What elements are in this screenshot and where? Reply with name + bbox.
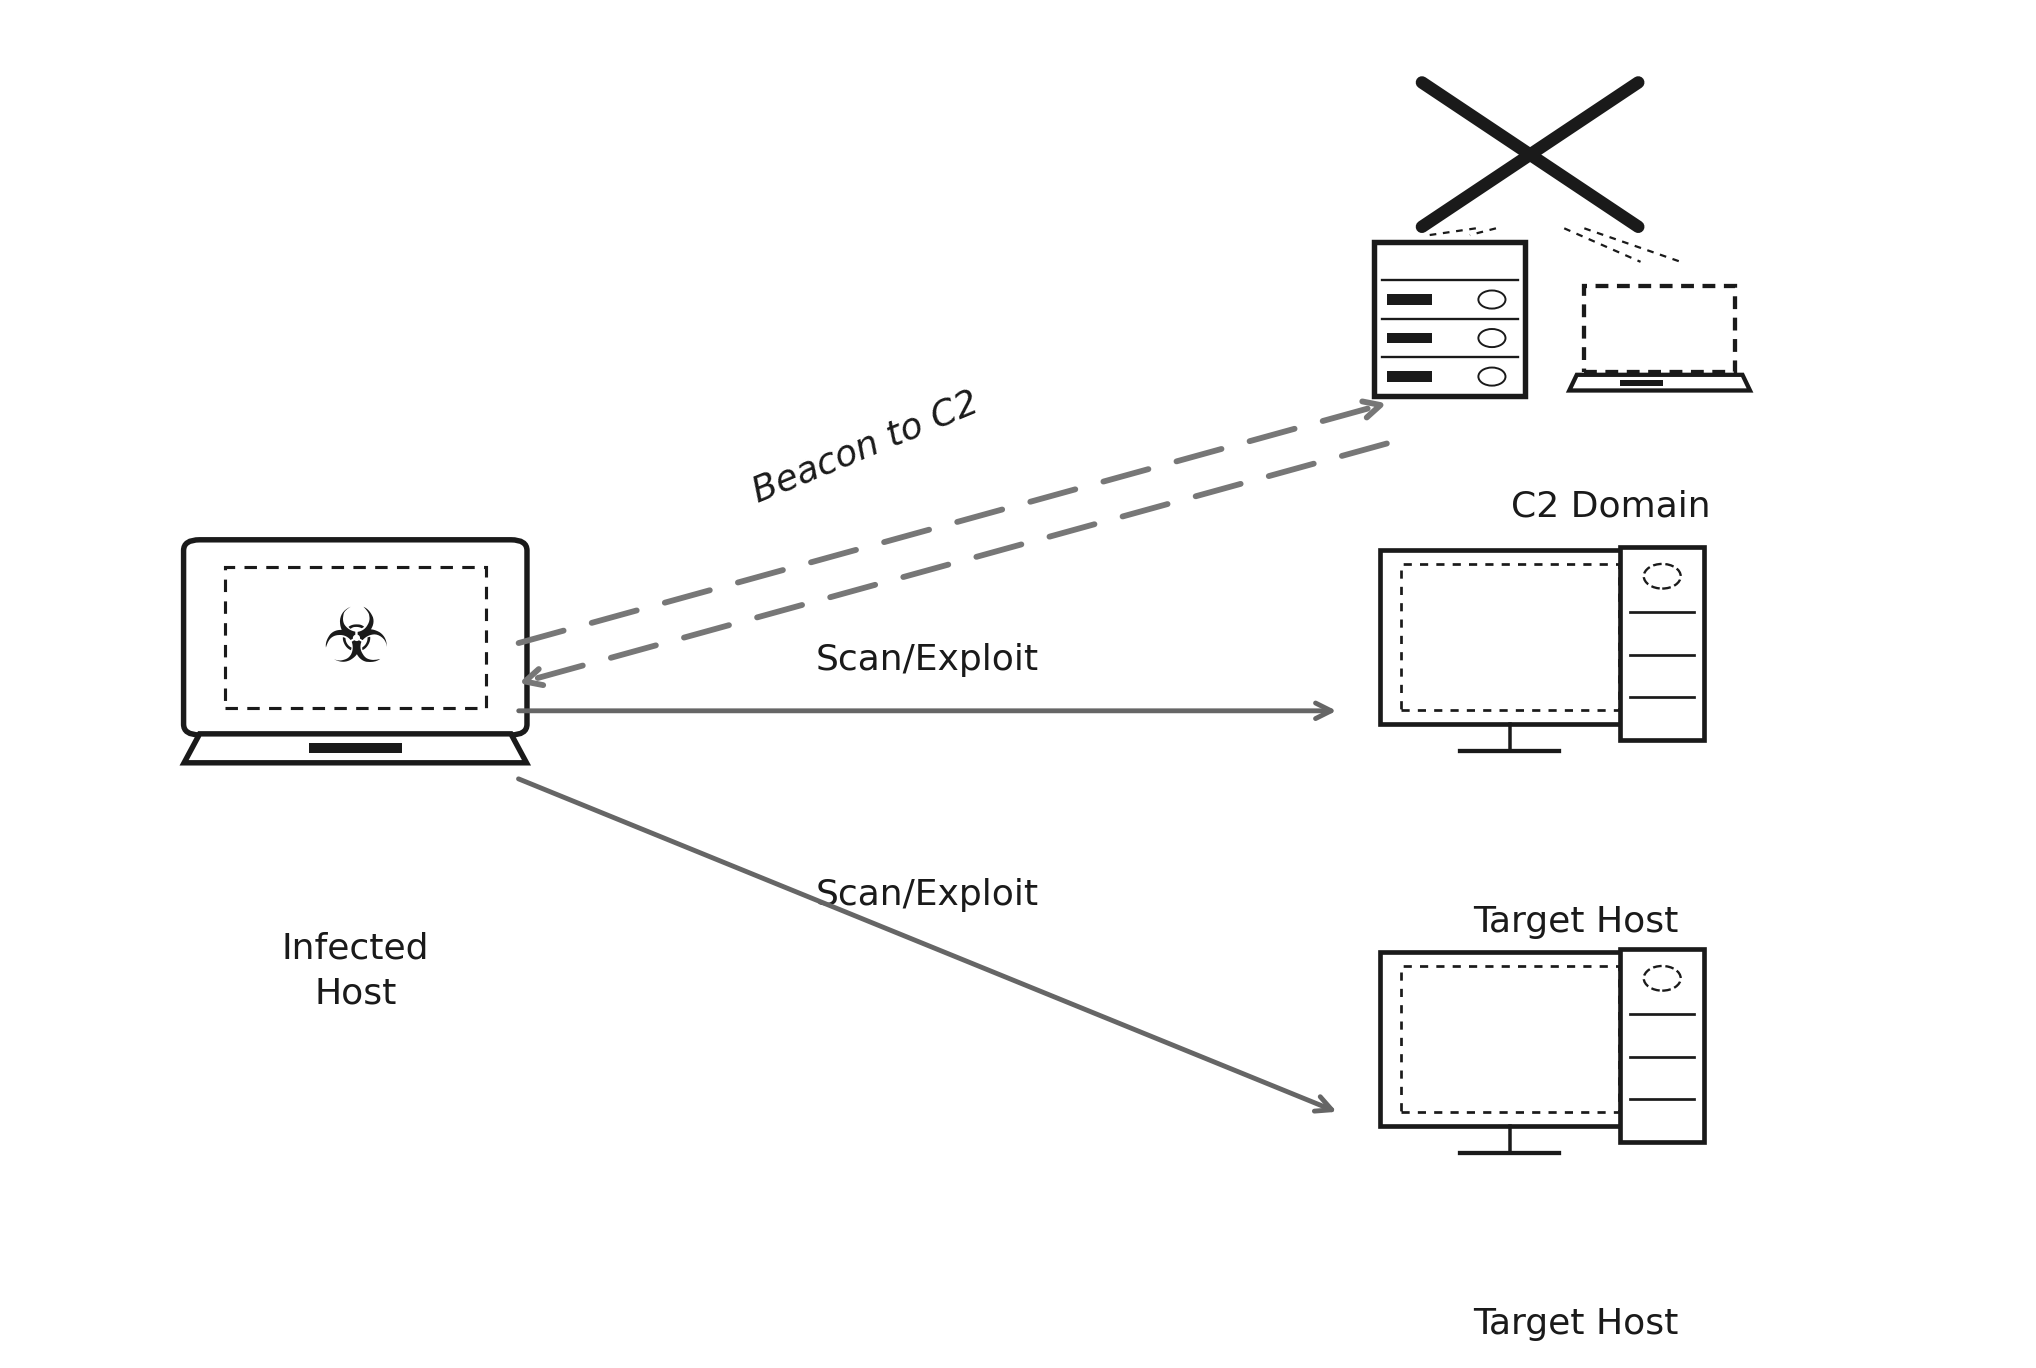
FancyBboxPatch shape xyxy=(1380,952,1639,1126)
Text: Target Host: Target Host xyxy=(1474,1308,1680,1341)
Polygon shape xyxy=(183,733,527,763)
Text: Scan/Exploit: Scan/Exploit xyxy=(816,643,1038,677)
Bar xyxy=(1621,380,1663,386)
Text: C2 Domain: C2 Domain xyxy=(1511,490,1710,524)
Polygon shape xyxy=(1570,375,1751,390)
Bar xyxy=(1387,294,1431,305)
FancyBboxPatch shape xyxy=(1374,242,1525,395)
Text: Target Host: Target Host xyxy=(1474,906,1680,940)
FancyBboxPatch shape xyxy=(183,540,527,735)
FancyBboxPatch shape xyxy=(1621,949,1704,1142)
FancyBboxPatch shape xyxy=(1380,550,1639,724)
Bar xyxy=(1387,371,1431,382)
Bar xyxy=(1387,332,1431,343)
FancyBboxPatch shape xyxy=(1621,547,1704,740)
Bar xyxy=(309,743,401,752)
FancyBboxPatch shape xyxy=(1584,286,1735,372)
Text: ☣: ☣ xyxy=(322,603,389,677)
Text: Scan/Exploit: Scan/Exploit xyxy=(816,878,1038,912)
Text: Beacon to C2: Beacon to C2 xyxy=(747,386,983,509)
Text: Infected
Host: Infected Host xyxy=(281,932,430,1011)
